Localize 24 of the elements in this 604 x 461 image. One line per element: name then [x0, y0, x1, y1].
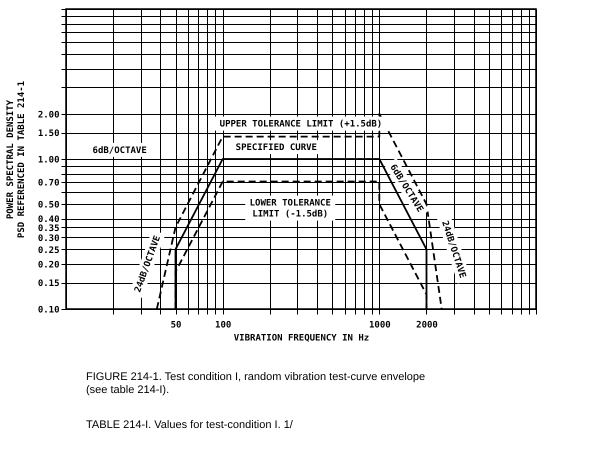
annotation: UPPER TOLERANCE LIMIT (+1.5dB)	[220, 120, 382, 130]
y-tick-label: 0.15	[38, 279, 60, 290]
y-tick-label: 0.10	[38, 306, 60, 316]
y-axis-title: POWER SPECTRAL DENSITY PSD REFERENCED IN TABLE 214-1	[6, 80, 27, 238]
caption: FIGURE 214-1. Test condition I, random vibration test-curve envelope (see table 214-I).	[86, 371, 426, 396]
x-tick-label: 1000	[368, 320, 391, 330]
annotation: SPECIFIED CURVE	[236, 143, 317, 154]
y-tick-label: 0.50	[38, 200, 60, 211]
y-tick-label: 0.40	[38, 215, 60, 226]
y-tick-label: 0.35	[38, 224, 60, 234]
y-tick-label: 0.20	[38, 260, 60, 270]
y-tick-label: 2.00	[38, 110, 60, 120]
y-tick-label: 0.25	[38, 246, 60, 256]
x-axis-title: VIBRATION FREQUENCY IN Hz	[234, 334, 370, 344]
y-tick-label: 0.70	[38, 178, 60, 189]
y-tick-label: 0.30	[38, 234, 60, 244]
annotation: LOWER TOLERANCE LIMIT (-1.5dB)	[250, 198, 331, 220]
x-tick-label: 50	[170, 320, 182, 330]
caption: TABLE 214-I. Values for test-condition I. 1/	[86, 419, 294, 431]
x-tick-label: 100	[215, 320, 232, 330]
annotation: 6dB/OCTAVE	[92, 146, 147, 156]
y-tick-label: 1.00	[38, 156, 60, 166]
y-tick-label: 1.50	[38, 129, 60, 140]
x-tick-label: 2000	[416, 320, 438, 330]
